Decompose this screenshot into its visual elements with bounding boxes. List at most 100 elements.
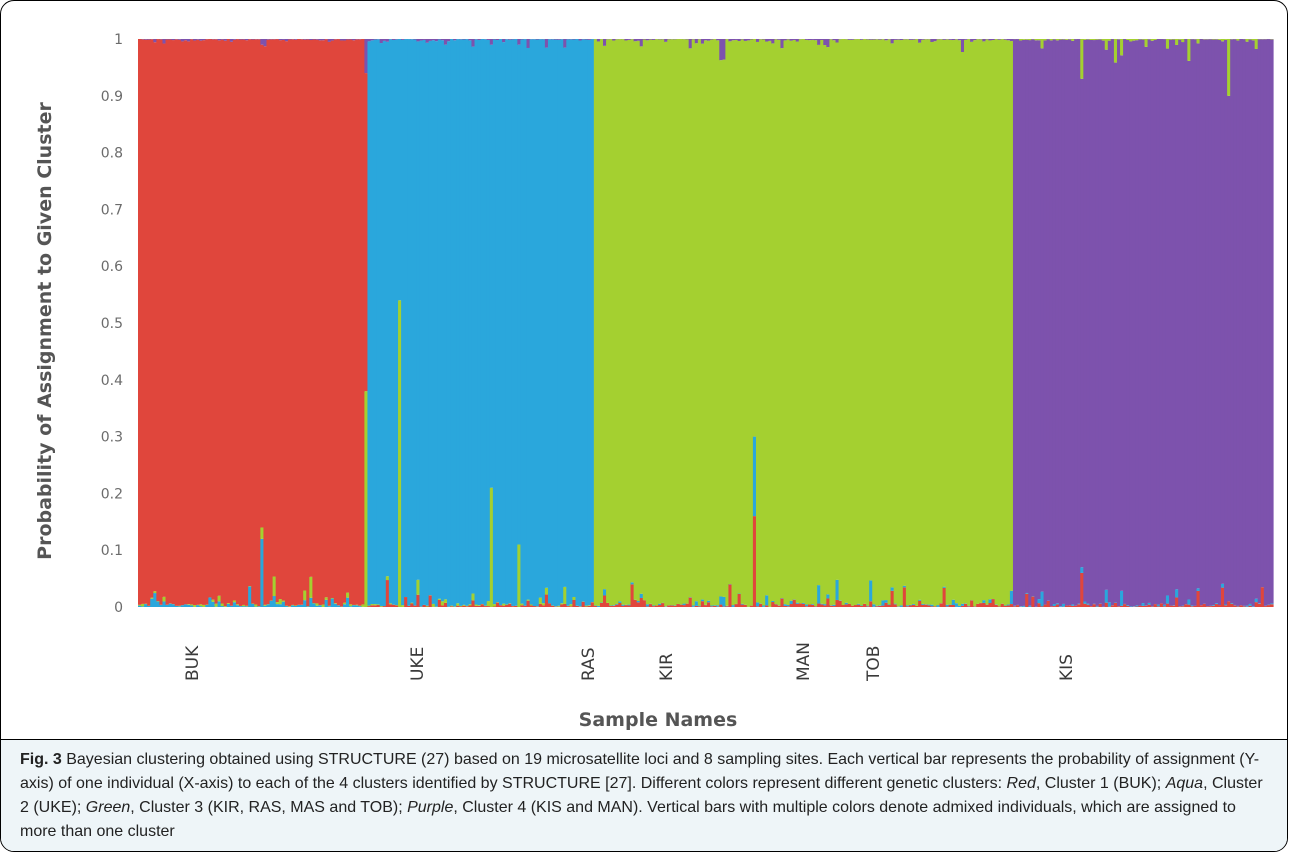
bar-segment-cluster4	[446, 39, 451, 42]
bar-segment-cluster1	[1205, 606, 1210, 607]
bar-segment-cluster4	[471, 39, 476, 47]
bar-segment-cluster4	[746, 39, 751, 41]
bar-segment-cluster3	[740, 39, 745, 604]
bar-segment-cluster4	[1175, 44, 1179, 590]
bar-segment-cluster4	[147, 39, 151, 40]
bar-segment-cluster4	[220, 39, 225, 40]
bar-segment-cluster4	[422, 39, 427, 40]
bar-segment-cluster2	[1012, 605, 1017, 607]
bar-segment-cluster2	[569, 39, 574, 605]
bar-segment-cluster2	[716, 605, 720, 607]
bar-segment-cluster1	[1068, 605, 1072, 607]
bar-segment-cluster2	[957, 605, 962, 607]
bar-segment-cluster4	[997, 39, 1002, 40]
bar-segment-cluster3	[832, 40, 837, 605]
bar-segment-cluster2	[612, 605, 616, 606]
bar-segment-cluster1	[1175, 597, 1179, 607]
bar-segment-cluster1	[349, 39, 353, 605]
bar-segment-cluster1	[306, 39, 310, 607]
bar-segment-cluster4	[1098, 39, 1103, 604]
bar-segment-cluster4	[367, 39, 372, 42]
bar-segment-cluster2	[731, 605, 736, 607]
bar-segment-cluster4	[1120, 55, 1124, 591]
bar-segment-cluster3	[804, 39, 809, 605]
bar-segment-cluster2	[884, 600, 889, 603]
bar-segment-cluster3	[1144, 39, 1149, 47]
bar-segment-cluster1	[700, 601, 705, 607]
bar-segment-cluster3	[682, 39, 687, 604]
bar-segment-cluster4	[982, 39, 987, 42]
bar-segment-cluster3	[697, 39, 702, 606]
bar-segment-cluster4	[1263, 39, 1268, 606]
bar-segment-cluster2	[921, 603, 925, 605]
bar-segment-cluster2	[492, 39, 497, 605]
bar-segment-cluster4	[814, 39, 818, 41]
bar-segment-cluster4	[486, 39, 491, 40]
caption-text: Bayesian clustering obtained using STRUC…	[20, 751, 1260, 792]
bar-segment-cluster2	[1104, 589, 1109, 603]
bar-segment-cluster2	[740, 603, 745, 605]
bar-layer	[138, 39, 1274, 607]
bar-segment-cluster4	[743, 39, 748, 41]
bar-segment-cluster2	[242, 606, 246, 607]
bar-segment-cluster4	[309, 39, 313, 41]
bar-segment-cluster4	[171, 39, 176, 41]
bar-segment-cluster4	[223, 39, 228, 41]
bar-segment-cluster3	[214, 603, 219, 607]
bar-segment-cluster4	[1147, 39, 1152, 603]
bar-segment-cluster4	[612, 39, 616, 41]
bar-segment-cluster3	[612, 40, 616, 606]
bar-segment-cluster2	[1028, 605, 1032, 607]
bar-segment-cluster1	[1110, 605, 1115, 607]
caption-red-text: , Cluster 1 (BUK);	[1035, 775, 1166, 792]
bar-segment-cluster3	[921, 39, 925, 604]
bar-segment-cluster2	[477, 39, 482, 606]
bar-segment-cluster2	[294, 606, 298, 607]
bar-segment-cluster2	[251, 603, 255, 607]
bar-segment-cluster2	[529, 39, 534, 605]
bar-segment-cluster3	[881, 39, 886, 601]
bar-segment-cluster4	[352, 39, 356, 41]
bar-segment-cluster2	[596, 605, 601, 607]
x-tick-label: MAN	[794, 642, 814, 681]
bar-segment-cluster1	[991, 599, 996, 607]
bar-segment-cluster2	[1248, 603, 1253, 606]
bar-segment-cluster4	[416, 39, 421, 42]
bar-segment-cluster3	[309, 576, 313, 598]
bar-segment-cluster1	[352, 40, 356, 605]
bar-segment-cluster1	[997, 606, 1002, 607]
bar-segment-cluster1	[884, 602, 889, 607]
bar-segment-cluster1	[526, 600, 531, 607]
bar-segment-cluster2	[560, 39, 564, 604]
bar-segment-cluster4	[648, 39, 653, 40]
bar-segment-cluster4	[755, 39, 760, 42]
bar-segment-cluster4	[1156, 39, 1161, 605]
bar-segment-cluster3	[370, 604, 375, 606]
bar-segment-cluster3	[486, 601, 491, 607]
bar-segment-cluster2	[572, 39, 577, 597]
bar-segment-cluster2	[238, 606, 243, 607]
bar-segment-cluster4	[694, 39, 699, 44]
bar-segment-cluster1	[1049, 606, 1054, 607]
bar-segment-cluster3	[609, 39, 613, 606]
bar-segment-cluster3	[1095, 39, 1100, 40]
bar-segment-cluster2	[379, 43, 384, 606]
bar-segment-cluster1	[183, 40, 188, 605]
bar-segment-cluster1	[599, 602, 604, 607]
bar-segment-cluster4	[850, 39, 855, 40]
bar-segment-cluster3	[416, 579, 421, 595]
bar-segment-cluster4	[1245, 41, 1250, 606]
bar-segment-cluster3	[823, 45, 827, 605]
bar-segment-cluster3	[596, 41, 601, 606]
bar-segment-cluster1	[1064, 605, 1069, 607]
bar-segment-cluster4	[1028, 40, 1032, 606]
bar-segment-cluster4	[1009, 39, 1014, 42]
bar-segment-cluster3	[915, 39, 919, 606]
bar-segment-cluster1	[811, 604, 815, 607]
bar-segment-cluster1	[1009, 604, 1014, 607]
bar-segment-cluster3	[792, 39, 797, 600]
bar-segment-cluster1	[621, 605, 626, 607]
bar-segment-cluster4	[645, 39, 650, 41]
bar-segment-cluster3	[263, 604, 268, 606]
bar-segment-cluster4	[349, 39, 353, 40]
